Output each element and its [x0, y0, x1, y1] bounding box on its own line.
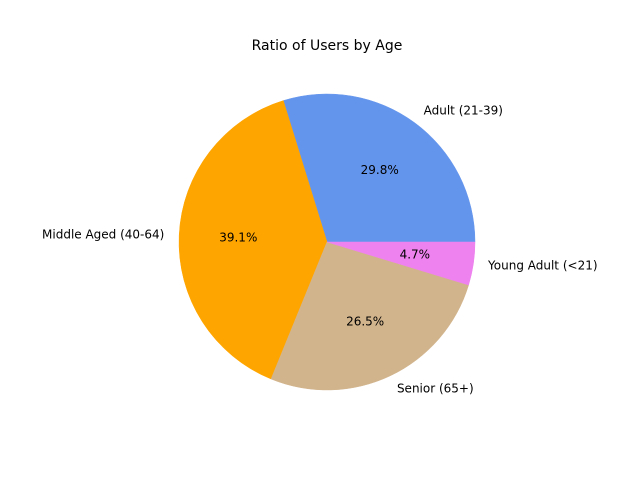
- pie-percentages: 29.8% 39.1% 26.5% 4.7%: [219, 163, 430, 329]
- pie-slice-young-adult-21: [326, 241, 476, 286]
- pie-labels: Adult (21-39) Middle Aged (40-64) Senior (…: [42, 103, 597, 395]
- pie-label-senior-65: Senior (65+): [397, 382, 474, 396]
- pie-slice-adult-21-39: [282, 93, 476, 243]
- pie-slice-senior-65: [270, 241, 469, 391]
- pie-label-middle-aged-40-64: Middle Aged (40-64): [42, 227, 164, 241]
- pie-percentage-adult-21-39: 29.8%: [361, 163, 399, 177]
- pie-slice-middle-aged-40-64: [178, 100, 328, 380]
- pie-label-adult-21-39: Adult (21-39): [424, 103, 503, 117]
- pie-slices: [178, 93, 476, 391]
- pie-percentage-young-adult-21: 4.7%: [400, 248, 431, 262]
- chart-title: Ratio of Users by Age: [252, 38, 403, 54]
- pie-percentage-senior-65: 26.5%: [346, 315, 384, 329]
- pie-label-young-adult-21: Young Adult (<21): [487, 258, 597, 272]
- pie-percentage-middle-aged-40-64: 39.1%: [219, 231, 257, 245]
